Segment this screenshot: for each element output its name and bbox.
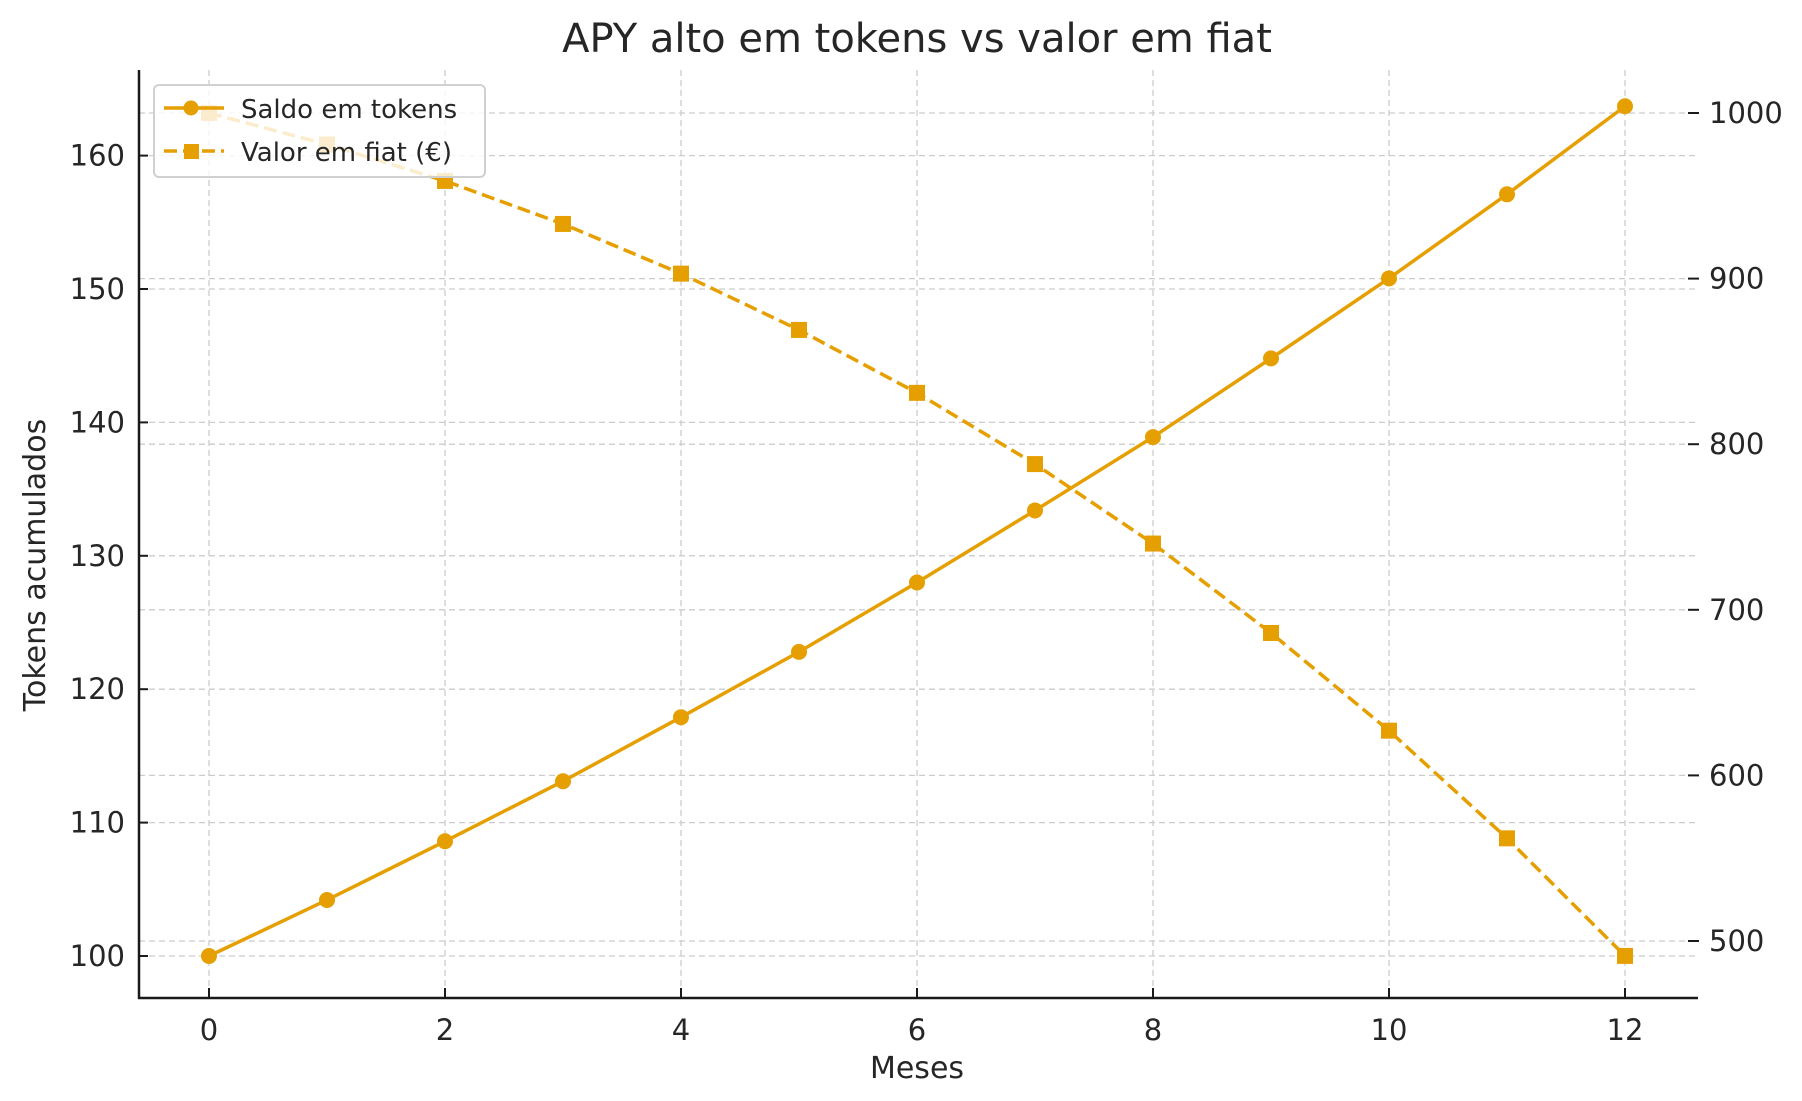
x-ticks: 0 2 4 6 8 10 12 (200, 988, 1644, 1047)
y-tick-label: 120 (70, 672, 125, 706)
grid-right (139, 112, 1697, 942)
legend-item-tokens: Saldo em tokens (164, 95, 457, 125)
square-marker-icon (909, 384, 925, 401)
grid-x (208, 70, 1626, 998)
y2-tick-label: 700 (1709, 593, 1764, 627)
y-tick-label: 130 (70, 539, 125, 573)
circle-marker-icon (1263, 350, 1279, 367)
legend: Saldo em tokens Valor em fiat (€) (153, 84, 486, 178)
y-tick-label: 160 (70, 139, 125, 173)
y2-tick-label: 900 (1709, 262, 1764, 296)
x-tick-label: 6 (908, 1013, 926, 1047)
x-tick-label: 4 (672, 1013, 690, 1047)
legend-item-fiat: Valor em fiat (€) (164, 138, 452, 168)
square-marker-icon (791, 321, 807, 338)
y-tick-label: 100 (70, 939, 125, 973)
circle-marker-icon (673, 709, 689, 726)
y-axis-label: Tokens acumulados (18, 419, 53, 712)
legend-label-tokens: Saldo em tokens (241, 95, 457, 125)
circle-marker-icon (201, 948, 217, 964)
y-ticks-left: 100 110 120 130 140 150 160 (70, 139, 148, 973)
x-tick-label: 10 (1371, 1013, 1408, 1047)
square-marker-icon (673, 265, 689, 282)
x-tick-label: 12 (1607, 1013, 1644, 1047)
circle-marker-icon (1381, 270, 1397, 287)
circle-marker-icon (791, 643, 807, 660)
circle-marker-icon (1145, 429, 1161, 446)
square-marker-icon (1027, 456, 1043, 473)
square-marker-icon (1381, 722, 1397, 739)
y-tick-label: 150 (70, 272, 125, 306)
circle-marker-icon (183, 100, 199, 116)
square-marker-icon (555, 215, 571, 232)
legend-label-fiat: Valor em fiat (€) (241, 138, 452, 168)
x-tick-label: 8 (1144, 1013, 1162, 1047)
circle-marker-icon (1499, 186, 1515, 203)
y2-tick-label: 800 (1709, 427, 1764, 461)
grid-left (139, 154, 1697, 957)
y-tick-label: 110 (70, 806, 125, 840)
y2-tick-label: 600 (1709, 758, 1764, 792)
x-axis-label: Meses (870, 1051, 964, 1086)
y-tick-label: 140 (70, 405, 125, 439)
square-marker-icon (1263, 624, 1279, 641)
square-marker-icon (1499, 830, 1515, 847)
circle-marker-icon (1027, 502, 1043, 519)
y2-tick-label: 1000 (1709, 96, 1783, 130)
series-tokens (201, 98, 1633, 964)
x-tick-label: 0 (200, 1013, 218, 1047)
y2-tick-label: 500 (1709, 924, 1764, 958)
circle-marker-icon (909, 574, 925, 591)
circle-marker-icon (1617, 98, 1633, 115)
x-tick-label: 2 (436, 1013, 454, 1047)
circle-marker-icon (319, 891, 335, 908)
axes (137, 70, 1698, 1000)
square-marker-icon (1617, 947, 1633, 964)
square-marker-icon (1145, 535, 1161, 552)
legend-frame (153, 84, 486, 178)
circle-marker-icon (437, 833, 453, 850)
y-ticks-right: 500 600 700 800 900 1000 (1688, 96, 1783, 958)
square-marker-icon (184, 144, 199, 159)
circle-marker-icon (555, 773, 571, 790)
chart-title: APY alto em tokens vs valor em fiat (562, 16, 1272, 62)
